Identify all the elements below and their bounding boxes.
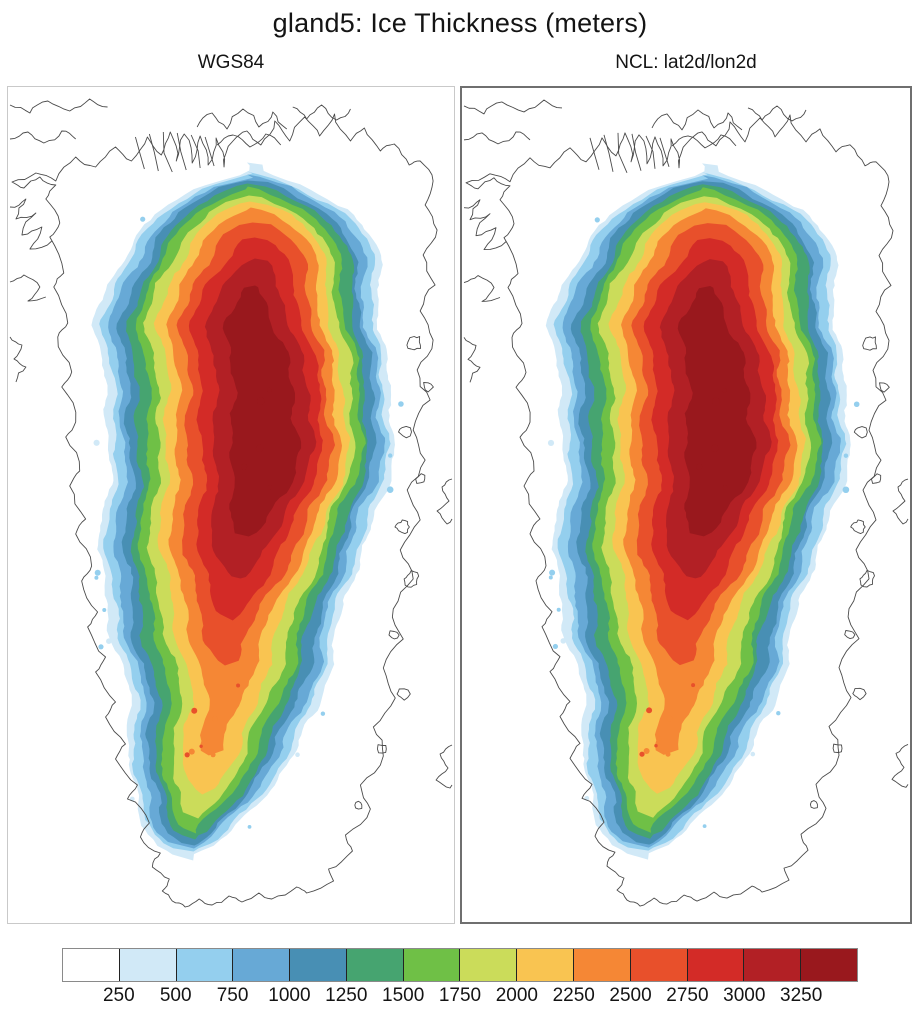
colorbar-label: 3250 <box>780 985 823 1006</box>
colorbar-cell <box>232 949 290 981</box>
colorbar-label: 1750 <box>438 985 482 1006</box>
colorbar-label: 250 <box>102 985 135 1006</box>
colorbar <box>62 948 858 982</box>
colorbar-cell <box>516 949 574 981</box>
colorbar-label: 1500 <box>382 985 425 1006</box>
colorbar-label: 2500 <box>609 985 652 1006</box>
map-panel-wgs84 <box>7 86 455 924</box>
colorbar-label: 3000 <box>723 985 766 1006</box>
colorbar-label: 2250 <box>552 985 595 1006</box>
colorbar-label: 750 <box>216 985 249 1006</box>
colorbar-labels: 250 500 750 1000 1250 1500 1750 2000 2250 2500 275… <box>62 985 858 1011</box>
map-panel-ncl <box>460 86 912 924</box>
colorbar-cell <box>345 949 403 981</box>
colorbar-cell <box>800 949 857 981</box>
panel-title-wgs84: WGS84 <box>197 52 265 73</box>
colorbar-label: 500 <box>159 985 192 1006</box>
colorbar-cell <box>629 949 687 981</box>
colorbar-label: 2000 <box>495 985 538 1006</box>
colorbar-label: 1000 <box>268 985 311 1006</box>
greenland-map-ncl <box>463 99 909 907</box>
panel-title-ncl: NCL: lat2d/lon2d <box>615 52 757 73</box>
colorbar-cell <box>743 949 801 981</box>
colorbar-label: 1250 <box>325 985 368 1006</box>
colorbar-cell <box>63 949 119 981</box>
colorbar-cell <box>686 949 744 981</box>
colorbar-cell <box>402 949 460 981</box>
colorbar-cell <box>459 949 517 981</box>
colorbar-cell <box>573 949 630 981</box>
colorbar-cell <box>175 949 233 981</box>
colorbar-cell <box>118 949 176 981</box>
colorbar-cell <box>289 949 346 981</box>
page-title: gland5: Ice Thickness (meters) <box>272 8 648 38</box>
greenland-map-wgs84 <box>9 98 453 908</box>
colorbar-label: 2750 <box>666 985 709 1006</box>
